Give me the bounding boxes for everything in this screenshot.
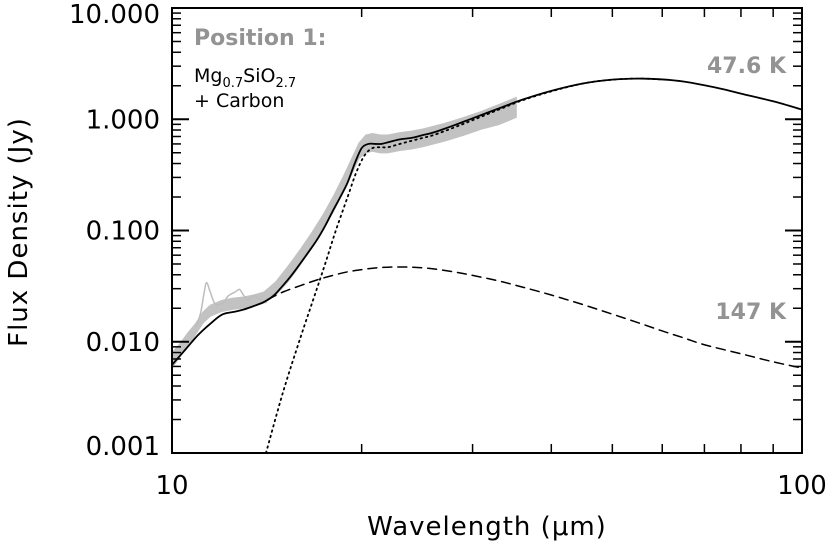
composition-base: Mg [194,65,222,87]
tick-layer [171,7,803,454]
composition-sub2: 2.7 [275,76,296,91]
series-irs-short-wavelength-spectrum [194,281,267,328]
x-tick-label: 100 [777,471,827,501]
series-warm-component-147-k [267,266,802,369]
label-layer: 0.001 0.010 0.100 1.000 10.000 10 100 [69,0,827,501]
composition-label: Mg0.7SiO2.7 [194,65,296,91]
temp-warm-label: 147 K [715,300,787,325]
series-cold-component-47-6-k [265,77,664,453]
x-axis-title: Wavelength (μm) [367,512,607,542]
y-tick-label: 0.001 [86,432,160,462]
series-observed-spectrum-uncertainty [172,96,517,369]
x-tick-label: 10 [155,471,188,501]
composition-mid: SiO [243,65,275,87]
series-layer [172,77,802,453]
y-tick-label: 1.000 [86,105,160,135]
position-label: Position 1: [194,26,326,51]
composition-sub1: 0.7 [222,76,243,91]
temp-cold-label: 47.6 K [707,54,787,79]
y-tick-label: 0.100 [86,217,160,247]
y-tick-label: 10.000 [69,0,160,30]
composition-line2: + Carbon [194,90,284,112]
y-axis-title: Flux Density (Jy) [4,117,34,347]
y-tick-label: 0.010 [86,328,160,358]
